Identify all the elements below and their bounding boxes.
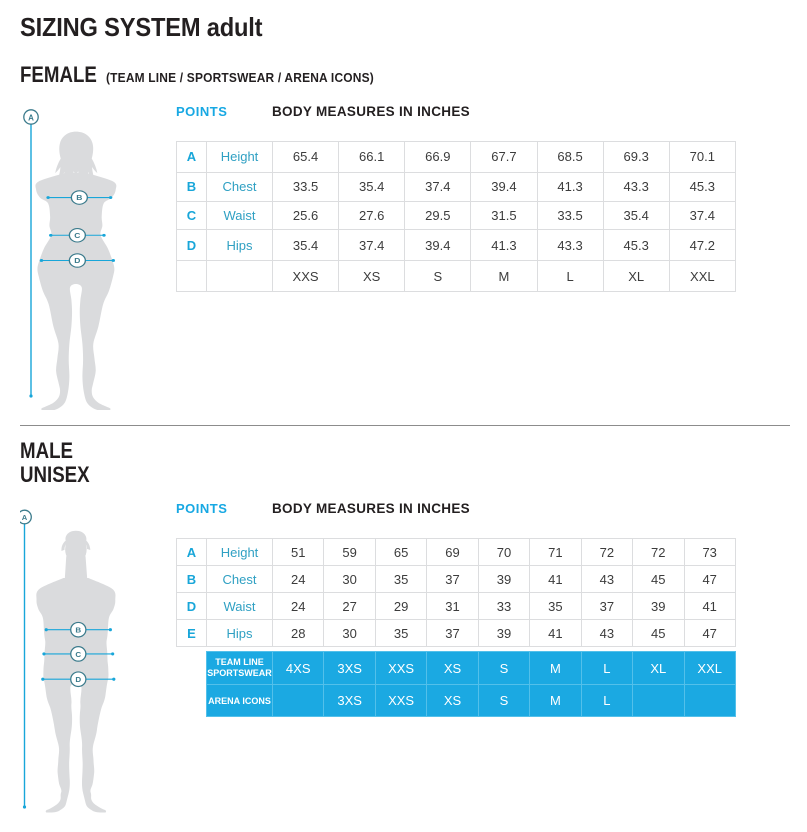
svg-text:D: D xyxy=(75,675,81,684)
svg-text:D: D xyxy=(74,257,80,265)
svg-text:A: A xyxy=(28,113,34,122)
svg-text:A: A xyxy=(22,513,28,522)
svg-text:C: C xyxy=(75,650,81,659)
svg-text:B: B xyxy=(75,626,81,635)
svg-text:C: C xyxy=(74,231,80,239)
svg-text:B: B xyxy=(76,194,82,202)
